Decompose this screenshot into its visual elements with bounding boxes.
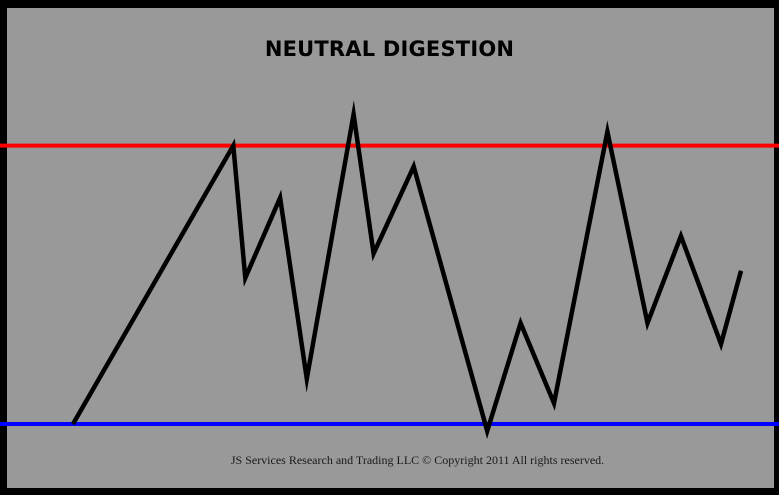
data-point [72, 423, 74, 425]
data-point [244, 277, 246, 279]
chart-title: NEUTRAL DIGESTION [264, 37, 515, 61]
data-point [353, 113, 355, 115]
data-point [740, 270, 742, 272]
price-series-line [71, 100, 744, 439]
data-point [279, 197, 281, 199]
copyright-notice: JS Services Research and Trading LLC © C… [230, 453, 605, 467]
chart-background [7, 8, 774, 488]
data-point [553, 402, 555, 404]
data-point [606, 131, 608, 133]
data-point [306, 378, 308, 380]
data-point [413, 166, 415, 168]
data-point [232, 145, 234, 147]
data-point [520, 322, 522, 324]
data-point [646, 322, 648, 324]
data-point [720, 343, 722, 345]
data-point [486, 430, 488, 432]
data-point [373, 253, 375, 255]
data-point [680, 235, 682, 237]
